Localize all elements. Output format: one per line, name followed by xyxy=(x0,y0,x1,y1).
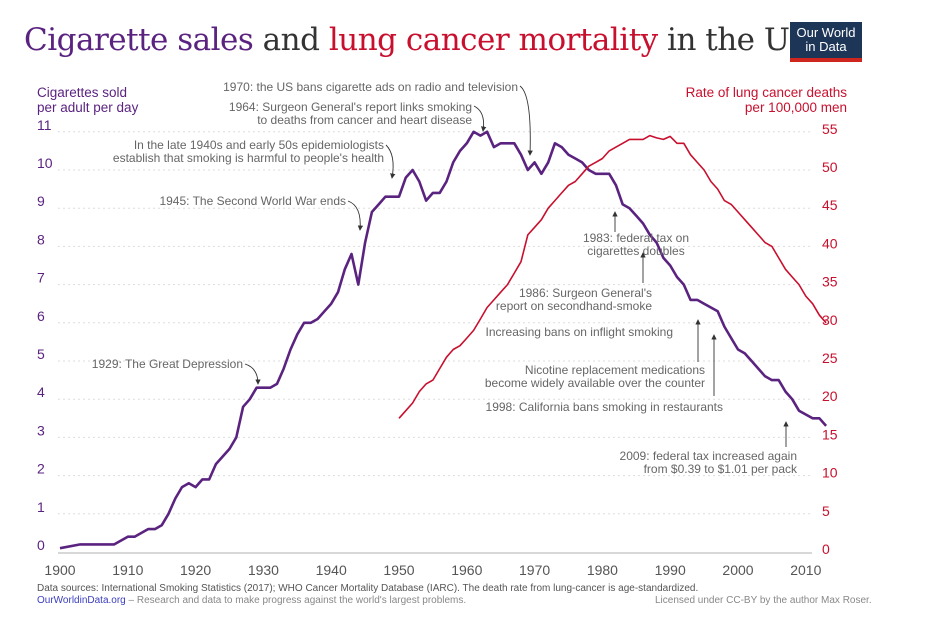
annotation-text: 2009: federal tax increased again xyxy=(620,449,797,463)
left-tick-label: 5 xyxy=(37,346,45,362)
logo-line2: in Data xyxy=(805,39,847,54)
annotation-arrow xyxy=(473,105,487,132)
left-tick-label: 7 xyxy=(37,270,45,286)
left-axis-title: Cigarettes sold xyxy=(37,85,127,100)
x-tick-label: 1980 xyxy=(587,562,618,578)
left-tick-label: 0 xyxy=(37,537,45,553)
tagline: – Research and data to make progress aga… xyxy=(125,595,467,606)
x-tick-label: 1970 xyxy=(519,562,550,578)
title-and: and xyxy=(253,22,329,58)
x-tick-label: 1960 xyxy=(451,562,482,578)
annotation-text: 1986: Surgeon General's xyxy=(519,286,652,300)
right-tick-label: 20 xyxy=(822,388,838,404)
annotation-text: establish that smoking is harmful to peo… xyxy=(113,151,384,165)
annotation-text: become widely available over the counter xyxy=(485,376,705,390)
x-tick-label: 1930 xyxy=(248,562,279,578)
chart-title: Cigarette sales and lung cancer mortalit… xyxy=(24,22,811,58)
left-tick-label: 6 xyxy=(37,308,45,324)
left-tick-label: 8 xyxy=(37,231,45,247)
left-tick-label: 9 xyxy=(37,193,45,209)
annotation-text: report on secondhand-smoke xyxy=(496,299,652,313)
title-lung-cancer: lung cancer mortality xyxy=(328,22,658,58)
annotation-text: 1929: The Great Depression xyxy=(92,357,243,371)
logo-line1: Our World xyxy=(796,25,856,40)
annotation-text: In the late 1940s and early 50s epidemio… xyxy=(134,138,384,152)
right-tick-label: 55 xyxy=(822,121,838,137)
right-tick-label: 10 xyxy=(822,465,838,481)
left-tick-label: 3 xyxy=(37,422,45,438)
x-tick-label: 1990 xyxy=(655,562,686,578)
left-tick-label: 10 xyxy=(37,155,53,171)
owid-link[interactable]: OurWorldinData.org xyxy=(37,595,126,606)
x-tick-label: 2010 xyxy=(790,562,821,578)
annotation-text: Increasing bans on inflight smoking xyxy=(486,325,673,339)
annotation-arrow xyxy=(519,85,533,156)
annotation-text: 1970: the US bans cigarette ads on radio… xyxy=(223,80,518,94)
left-tick-label: 4 xyxy=(37,384,45,400)
annotation-arrow xyxy=(347,200,364,231)
right-tick-label: 45 xyxy=(822,197,838,213)
lung-cancer-line xyxy=(398,134,827,419)
right-axis-title: Rate of lung cancer deaths xyxy=(686,85,848,100)
annotation-arrow xyxy=(385,144,396,179)
left-tick-label: 11 xyxy=(37,117,52,133)
left-tick-label: 2 xyxy=(37,461,45,477)
right-tick-label: 25 xyxy=(822,350,838,366)
right-tick-label: 0 xyxy=(822,541,830,557)
x-tick-label: 1950 xyxy=(383,562,414,578)
left-axis-title: per adult per day xyxy=(37,100,139,115)
annotation-text: 1998: California bans smoking in restaur… xyxy=(486,400,723,414)
right-tick-label: 30 xyxy=(822,312,838,328)
annotation-text: cigarettes doubles xyxy=(587,244,684,258)
annotation-text: 1945: The Second World War ends xyxy=(159,194,346,208)
annotation-arrow xyxy=(244,363,261,385)
annotation-text: to deaths from cancer and heart disease xyxy=(257,113,472,127)
right-tick-label: 50 xyxy=(822,159,838,175)
title-cigarettes: Cigarette sales xyxy=(24,22,254,58)
left-tick-label: 1 xyxy=(37,499,45,515)
x-tick-label: 1920 xyxy=(180,562,211,578)
annotation-text: Nicotine replacement medications xyxy=(525,363,705,377)
title-in-the-us: in the US xyxy=(657,22,811,58)
right-tick-label: 35 xyxy=(822,274,838,290)
right-tick-label: 15 xyxy=(822,426,838,442)
owid-logo[interactable]: Our World in Data xyxy=(790,22,862,62)
right-tick-label: 40 xyxy=(822,235,838,251)
x-tick-label: 1910 xyxy=(112,562,143,578)
annotation-text: 1964: Surgeon General's report links smo… xyxy=(229,100,472,114)
x-tick-label: 1940 xyxy=(316,562,347,578)
cigarettes-line xyxy=(59,130,828,550)
annotation-text: from $0.39 to $1.01 per pack xyxy=(644,462,798,476)
annotation-text: 1983: federal tax on xyxy=(583,231,689,245)
right-tick-label: 5 xyxy=(822,503,830,519)
x-tick-label: 1900 xyxy=(44,562,75,578)
x-tick-label: 2000 xyxy=(722,562,753,578)
data-sources: Data sources: International Smoking Stat… xyxy=(37,583,699,594)
license: Licensed under CC-BY by the author Max R… xyxy=(655,595,872,606)
right-axis-title: per 100,000 men xyxy=(745,100,847,115)
